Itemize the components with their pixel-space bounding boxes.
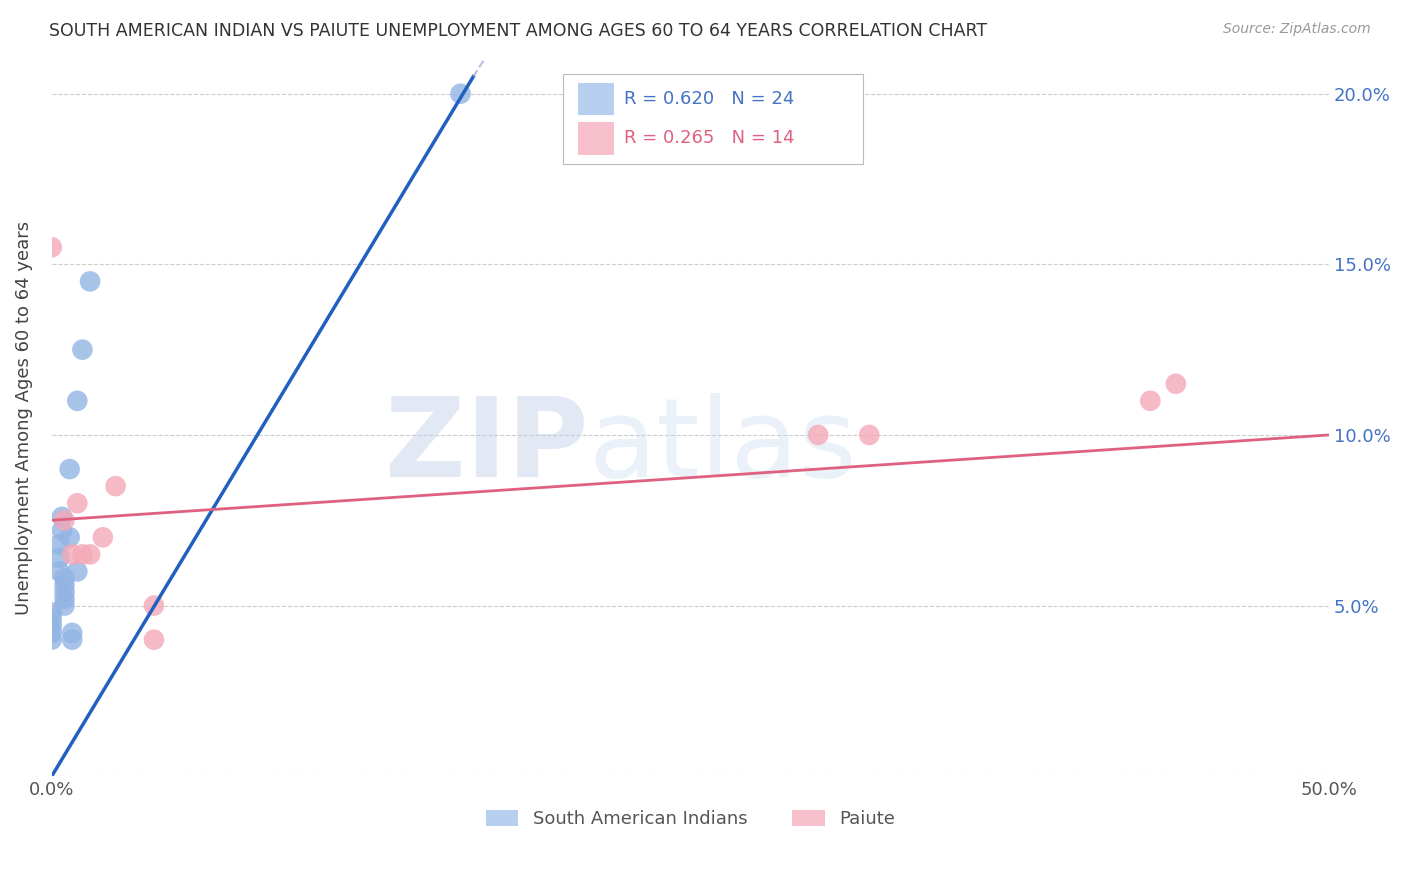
Point [807, 428, 830, 442]
Point [1164, 376, 1187, 391]
Point [53, 513, 76, 527]
Point [142, 632, 165, 647]
Point [104, 479, 127, 493]
Point [53, 585, 76, 599]
Point [59, 530, 82, 544]
Point [72, 343, 94, 357]
Point [450, 87, 472, 101]
FancyBboxPatch shape [578, 83, 614, 115]
Point [60, 632, 83, 647]
Point [41, 619, 63, 633]
Point [41, 606, 63, 620]
Y-axis label: Unemployment Among Ages 60 to 64 years: Unemployment Among Ages 60 to 64 years [15, 221, 32, 615]
FancyBboxPatch shape [578, 122, 614, 154]
Point [66, 393, 89, 408]
Point [858, 428, 880, 442]
Point [53, 591, 76, 606]
Text: R = 0.620   N = 24: R = 0.620 N = 24 [624, 90, 794, 108]
Point [53, 571, 76, 585]
Point [79, 548, 101, 562]
Point [66, 496, 89, 510]
Text: ZIP: ZIP [385, 393, 588, 500]
Point [41, 240, 63, 254]
Point [60, 548, 83, 562]
Text: R = 0.265   N = 14: R = 0.265 N = 14 [624, 129, 794, 147]
Point [41, 612, 63, 626]
Point [51, 509, 73, 524]
Point [51, 524, 73, 538]
Point [1139, 393, 1161, 408]
Point [59, 462, 82, 476]
Point [48, 537, 70, 551]
Point [142, 599, 165, 613]
Point [79, 274, 101, 288]
Point [41, 632, 63, 647]
Point [53, 599, 76, 613]
Point [60, 625, 83, 640]
Point [48, 550, 70, 565]
FancyBboxPatch shape [562, 74, 863, 163]
Text: Source: ZipAtlas.com: Source: ZipAtlas.com [1223, 22, 1371, 37]
Point [66, 565, 89, 579]
Text: atlas: atlas [588, 393, 856, 500]
Point [91, 530, 114, 544]
Point [72, 548, 94, 562]
Legend: South American Indians, Paiute: South American Indians, Paiute [478, 803, 903, 835]
Point [48, 565, 70, 579]
Point [53, 578, 76, 592]
Text: SOUTH AMERICAN INDIAN VS PAIUTE UNEMPLOYMENT AMONG AGES 60 TO 64 YEARS CORRELATI: SOUTH AMERICAN INDIAN VS PAIUTE UNEMPLOY… [49, 22, 987, 40]
Point [41, 625, 63, 640]
